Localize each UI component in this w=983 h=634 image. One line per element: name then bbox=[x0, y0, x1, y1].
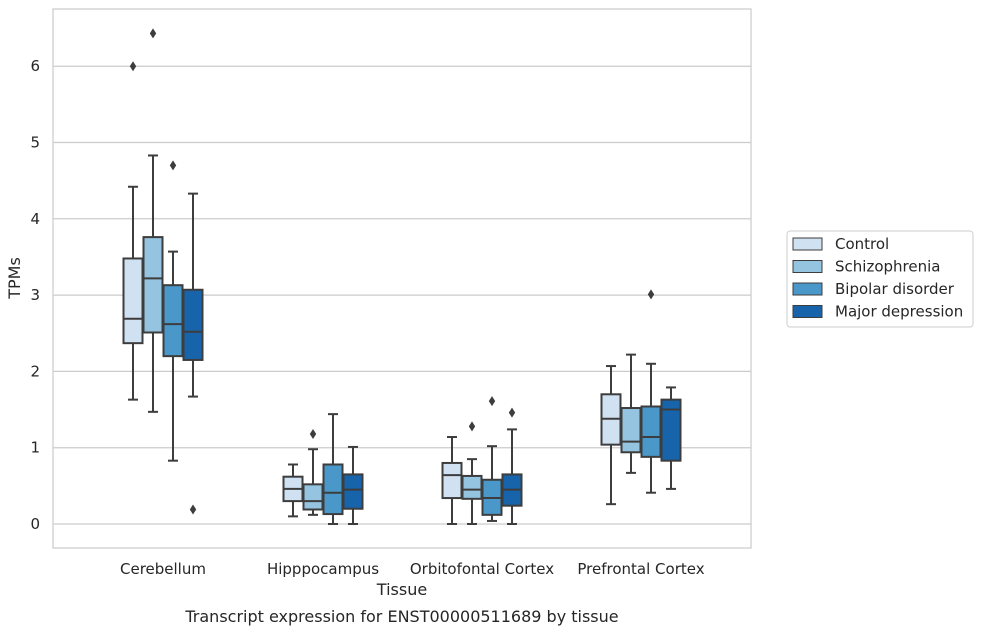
legend-swatch-2 bbox=[792, 260, 823, 273]
iqr-box bbox=[640, 405, 662, 458]
outlier-point-1 bbox=[189, 504, 197, 515]
legend-swatch-1 bbox=[792, 237, 823, 251]
iqr-box bbox=[342, 473, 364, 510]
outlier-point-1 bbox=[129, 61, 137, 72]
outlier-point-1 bbox=[149, 28, 157, 39]
y-tick-labels: 0 1 2 3 4 5 6 bbox=[30, 57, 40, 533]
outlier-point-1 bbox=[169, 160, 177, 171]
iqr-box bbox=[122, 257, 144, 345]
legend-swatch-3 bbox=[792, 282, 823, 296]
boxes bbox=[122, 28, 682, 525]
legend-label-1: Control bbox=[835, 235, 889, 253]
x-tick-labels: Cerebellum Hipppocampus Orbitofontal Corte… bbox=[120, 560, 705, 578]
box-4-1 bbox=[600, 365, 622, 506]
box-4-4 bbox=[660, 386, 682, 490]
box-1-2 bbox=[142, 28, 164, 413]
plot-frame bbox=[52, 8, 752, 549]
outlier-point-1 bbox=[488, 396, 496, 407]
y-tick-label-5: 5 bbox=[30, 134, 40, 152]
legend-swatch-4 bbox=[792, 305, 823, 318]
y-tick-label-1: 1 bbox=[30, 439, 40, 457]
x-tick-label-1: Cerebellum bbox=[120, 560, 206, 578]
iqr-box bbox=[142, 236, 164, 334]
outlier-point-1 bbox=[647, 289, 655, 300]
x-tick-label-2: Hipppocampus bbox=[267, 560, 379, 578]
x-tick-label-3: Orbitofontal Cortex bbox=[410, 560, 554, 578]
iqr-box bbox=[660, 398, 682, 462]
x-tick-label-4: Prefrontal Cortex bbox=[577, 560, 704, 578]
y-tick-label-3: 3 bbox=[30, 286, 40, 304]
box-2-3 bbox=[322, 413, 344, 525]
iqr-box bbox=[182, 288, 204, 361]
box-1-1 bbox=[122, 61, 144, 401]
legend: Control Schizophrenia Bipolar disorder Majo… bbox=[786, 230, 974, 328]
x-axis-label: Tissue bbox=[376, 580, 427, 599]
box-3-2 bbox=[461, 421, 483, 525]
outlier-point-1 bbox=[508, 407, 516, 418]
legend-label-3: Bipolar disorder bbox=[835, 280, 955, 298]
box-3-4 bbox=[501, 407, 523, 525]
iqr-box bbox=[620, 407, 642, 454]
chart-title: Transcript expression for ENST0000051168… bbox=[184, 607, 618, 626]
box-2-4 bbox=[342, 445, 364, 525]
box-1-3 bbox=[162, 160, 184, 462]
iqr-box bbox=[322, 463, 344, 516]
legend-label-4: Major depression bbox=[835, 303, 963, 321]
box-3-3 bbox=[481, 396, 503, 522]
iqr-box bbox=[162, 284, 184, 358]
box-1-4 bbox=[182, 192, 204, 515]
legend-label-2: Schizophrenia bbox=[835, 258, 940, 276]
y-tick-label-2: 2 bbox=[30, 362, 40, 380]
legend-frame bbox=[786, 230, 974, 328]
y-tick-label-6: 6 bbox=[30, 57, 40, 75]
y-axis-label: TPMs bbox=[5, 257, 24, 300]
box-2-2 bbox=[302, 428, 324, 516]
outlier-point-1 bbox=[468, 421, 476, 432]
box-4-2 bbox=[620, 353, 642, 474]
box-3-1 bbox=[441, 436, 463, 525]
box-2-1 bbox=[282, 463, 304, 518]
y-tick-label-4: 4 bbox=[30, 210, 40, 228]
iqr-box bbox=[441, 461, 463, 500]
y-tick-label-0: 0 bbox=[30, 515, 40, 533]
iqr-box bbox=[302, 483, 324, 511]
iqr-box bbox=[461, 474, 483, 500]
outlier-point-1 bbox=[309, 428, 317, 439]
box-4-3 bbox=[640, 289, 662, 494]
